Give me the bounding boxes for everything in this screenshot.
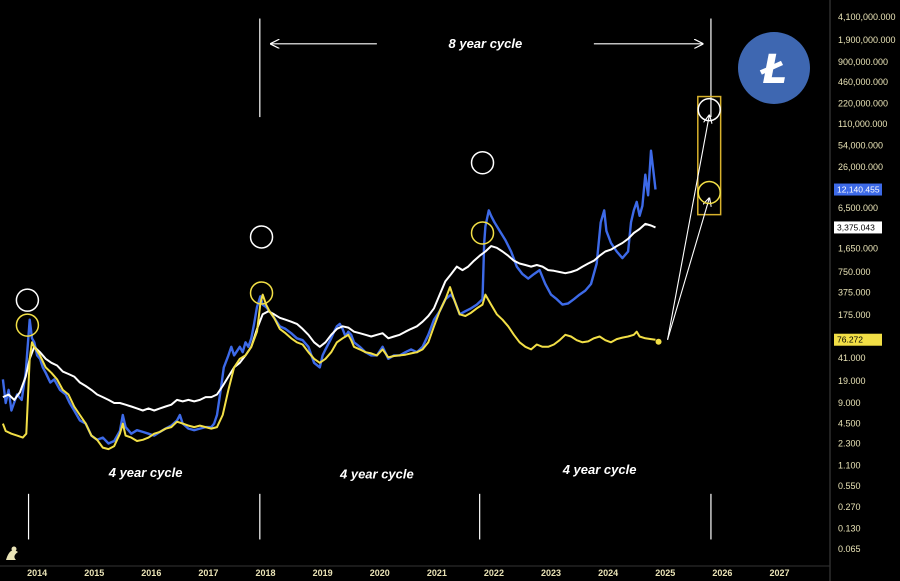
y-tick-label: 220,000.000 (838, 99, 888, 109)
y-tick-label: 6,500.000 (838, 203, 878, 213)
price-badges: 12,140.455 3,375.043 76.272 (834, 183, 882, 346)
y-tick-label: 175.000 (838, 310, 871, 320)
y-tick-label: 0.130 (838, 524, 861, 534)
x-tick-label: 2026 (712, 568, 732, 578)
x-tick-label: 2018 (256, 568, 276, 578)
annotation-layer: 8 year cycle 4 year cycle 4 year cycle 4 ye… (27, 18, 722, 540)
y-tick-label: 0.550 (838, 481, 861, 491)
highlight-circle (470, 221, 495, 245)
y-tick-label: 54,000.000 (838, 140, 883, 150)
litecoin-logo: Ł (738, 32, 810, 104)
y-tick-label: 4,100,000.000 (838, 12, 896, 22)
x-tick-label: 2025 (655, 568, 675, 578)
series-line-2 (1, 286, 656, 451)
four-year-cycle-label: 4 year cycle (108, 465, 183, 480)
highlight-circle (697, 180, 721, 205)
series-line-0 (1, 149, 657, 445)
price-badge-label: 76.272 (837, 335, 863, 345)
logo-letter: Ł (760, 47, 787, 93)
price-badge-label: 12,140.455 (837, 185, 880, 195)
four-year-cycle-label: 4 year cycle (339, 467, 414, 482)
x-tick-label: 2014 (27, 568, 47, 578)
y-tick-label: 19.000 (838, 376, 866, 386)
x-tick-label: 2017 (198, 568, 218, 578)
y-tick-label: 4.500 (838, 419, 861, 429)
highlight-circle (15, 288, 40, 312)
y-tick-label: 9.000 (838, 398, 861, 408)
series-line-1 (2, 222, 656, 412)
series-layer (1, 97, 721, 451)
x-tick-label: 2022 (484, 568, 504, 578)
y-tick-label: 460,000.000 (838, 77, 888, 87)
eight-year-cycle-label: 8 year cycle (449, 36, 523, 51)
y-tick-label: 375.000 (838, 288, 871, 298)
y-tick-label: 110,000.000 (838, 119, 887, 129)
x-tick-label: 2015 (84, 568, 104, 578)
y-tick-label: 1,900,000.000 (838, 35, 896, 45)
four-year-cycle-label: 4 year cycle (562, 462, 637, 477)
y-tick-label: 750.000 (838, 267, 871, 277)
y-tick-label: 1.100 (838, 460, 861, 470)
y-tick-label: 26,000.000 (838, 162, 883, 172)
x-tick-label: 2021 (427, 568, 447, 578)
x-tick-label: 2016 (141, 568, 161, 578)
projection-box (697, 95, 722, 216)
tradingview-icon[interactable] (6, 546, 18, 561)
x-tick-label: 2027 (769, 568, 789, 578)
price-badge (834, 221, 882, 234)
price-badge-label: 3,375.043 (837, 222, 875, 232)
y-tick-label: 1,650.000 (838, 244, 878, 254)
highlight-circle (697, 97, 721, 122)
projection-arrow (667, 116, 710, 340)
series-end-dot (655, 338, 662, 345)
x-tick-label: 2023 (541, 568, 561, 578)
y-tick-label: 2.300 (838, 438, 861, 448)
highlight-circle (249, 225, 274, 249)
y-tick-label: 0.065 (838, 544, 861, 554)
highlight-circle (470, 150, 495, 175)
price-badge (834, 183, 882, 196)
price-badge (834, 333, 882, 346)
x-tick-label: 2024 (598, 568, 618, 578)
x-tick-label: 2019 (313, 568, 333, 578)
x-tick-label: 2020 (370, 568, 390, 578)
y-tick-label: 900,000.000 (838, 57, 888, 67)
y-tick-label: 0.270 (838, 502, 861, 512)
projection-arrow (667, 198, 710, 340)
highlight-circle (249, 281, 274, 305)
highlight-circle (15, 313, 40, 337)
y-tick-label: 41.000 (838, 353, 866, 363)
logo-circle (738, 32, 810, 104)
